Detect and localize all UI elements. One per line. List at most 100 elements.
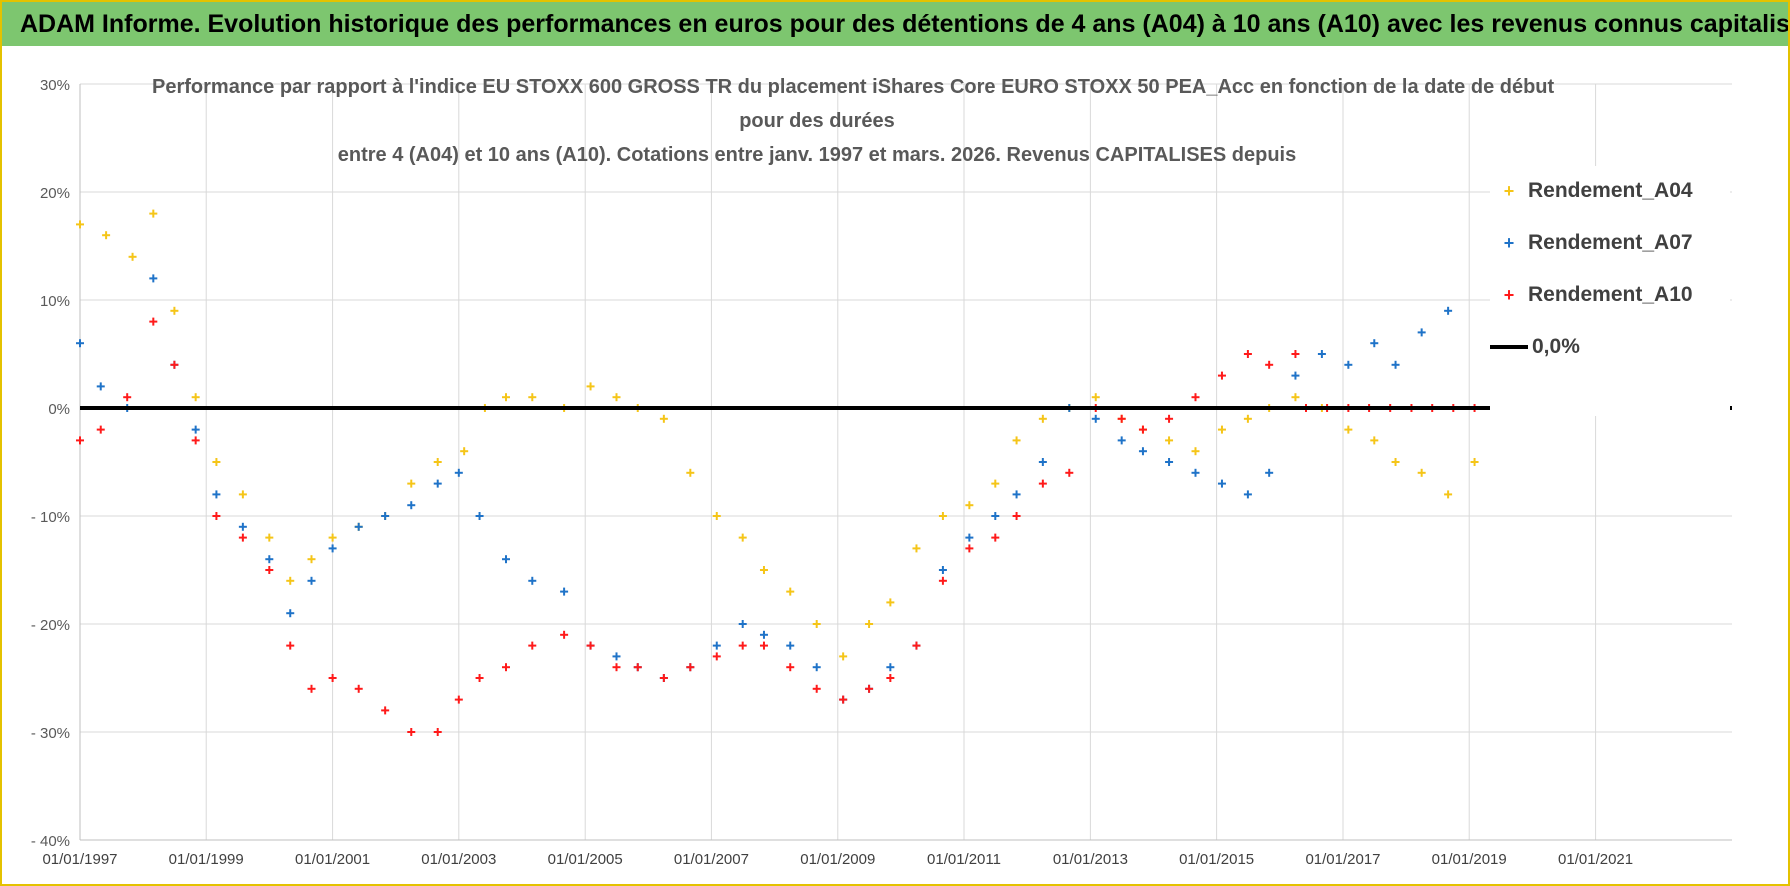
data-point-marker [586, 382, 595, 391]
legend-label: Rendement_A07 [1528, 231, 1693, 254]
data-point-marker [659, 674, 668, 682]
data-point-marker [1191, 447, 1200, 456]
data-point-marker [76, 220, 84, 229]
data-point-marker [712, 512, 721, 520]
data-point-marker [1091, 393, 1100, 402]
data-point-marker [786, 641, 795, 650]
data-point-marker [1265, 468, 1274, 477]
data-point-marker [965, 544, 974, 553]
data-point-marker [1038, 458, 1047, 466]
data-point-marker [560, 630, 569, 639]
data-point-marker [1117, 436, 1126, 445]
data-point-marker [407, 501, 416, 510]
data-point-marker [1191, 393, 1200, 402]
data-point-marker [738, 533, 747, 542]
data-point-marker [1444, 490, 1453, 499]
y-tick-label: 0% [48, 401, 70, 418]
data-point-marker [965, 501, 974, 510]
data-point-marker [191, 425, 200, 434]
data-point-marker [1117, 414, 1126, 423]
legend-line-icon [1490, 345, 1528, 349]
data-point-marker [633, 663, 642, 672]
data-point-marker [433, 458, 442, 466]
data-point-marker [991, 533, 1000, 542]
data-point-marker [865, 684, 874, 693]
data-point-marker [1217, 479, 1226, 488]
data-point-marker [286, 609, 295, 618]
data-point-marker [912, 544, 921, 553]
data-point-marker [191, 393, 200, 402]
data-point-marker [1091, 414, 1100, 423]
data-point-marker [612, 393, 621, 402]
data-point-marker [502, 663, 511, 672]
data-point-marker [1138, 447, 1147, 456]
data-point-marker [1243, 414, 1252, 423]
data-point-marker [812, 620, 821, 628]
data-point-marker [454, 695, 463, 704]
data-point-marker [1417, 328, 1426, 337]
x-tick-label: 01/01/2005 [548, 851, 623, 868]
y-tick-label: - 20% [31, 617, 70, 634]
x-tick-layer: 01/01/1997 01/01/1999 01/01/2001 01/01/2003… [42, 851, 1633, 868]
data-point-marker [1265, 360, 1274, 369]
data-point-marker [1243, 350, 1252, 358]
data-point-marker [528, 641, 537, 650]
legend-marker-plus-icon: + [1503, 180, 1515, 201]
data-point-marker [759, 641, 768, 650]
data-point-marker [354, 684, 363, 693]
data-point-marker [1165, 414, 1174, 423]
data-point-marker [659, 414, 668, 423]
data-point-marker [1243, 490, 1252, 499]
data-point-marker [212, 458, 221, 466]
data-point-marker [307, 555, 316, 564]
data-point-marker [1344, 360, 1353, 369]
data-point-marker [475, 674, 484, 682]
data-point-marker [433, 479, 442, 488]
data-point-marker [1291, 350, 1300, 358]
data-point-marker [381, 512, 390, 520]
y-tick-layer: 30% 20% 10% 0% - 10% - 20% - 30% - 40% [31, 77, 70, 850]
data-point-marker [686, 468, 695, 477]
data-point-marker [738, 641, 747, 650]
data-point-marker [1291, 371, 1300, 380]
data-point-marker [354, 522, 363, 531]
data-point-marker [407, 728, 416, 736]
data-point-marker [1191, 468, 1200, 477]
x-tick-label: 01/01/2021 [1558, 851, 1633, 868]
data-point-marker [149, 317, 158, 326]
data-point-marker [286, 641, 295, 650]
data-point-marker [407, 479, 416, 488]
data-point-marker [1317, 350, 1326, 358]
x-tick-label: 01/01/1997 [42, 851, 117, 868]
y-tick-label: 30% [40, 77, 70, 94]
x-tick-label: 01/01/2011 [927, 851, 1001, 868]
data-point-marker [1038, 479, 1047, 488]
chart-title-line-3: entre 4 (A04) et 10 ans (A10). Cotations… [337, 144, 1297, 166]
x-tick-label: 01/01/2013 [1053, 851, 1128, 868]
data-point-marker [1012, 436, 1021, 445]
data-point-marker [586, 641, 595, 650]
x-tick-label: 01/01/2019 [1432, 851, 1507, 868]
data-point-marker [812, 663, 821, 672]
x-tick-label: 01/01/2017 [1305, 851, 1380, 868]
x-tick-label: 01/01/2009 [800, 851, 875, 868]
data-point-marker [433, 728, 442, 736]
legend-item-a04: + Rendement_A04 [1490, 176, 1693, 206]
chart-legend: + Rendement_A04 + Rendement_A07 + Rendem… [1490, 166, 1730, 416]
data-point-marker [307, 684, 316, 693]
data-point-marker [170, 360, 179, 369]
data-point-marker [1444, 306, 1453, 315]
data-point-marker [1344, 425, 1353, 434]
data-point-marker [560, 587, 569, 596]
y-tick-label: - 30% [31, 725, 70, 742]
data-point-marker [938, 576, 947, 585]
data-point-marker [712, 641, 721, 650]
data-point-marker [502, 555, 511, 564]
data-point-marker [1470, 458, 1479, 466]
data-point-marker [886, 674, 895, 682]
data-point-marker [238, 490, 247, 499]
data-point-marker [102, 231, 111, 240]
data-point-marker [76, 339, 84, 348]
data-point-marker [1165, 436, 1174, 445]
data-point-marker [265, 533, 274, 542]
